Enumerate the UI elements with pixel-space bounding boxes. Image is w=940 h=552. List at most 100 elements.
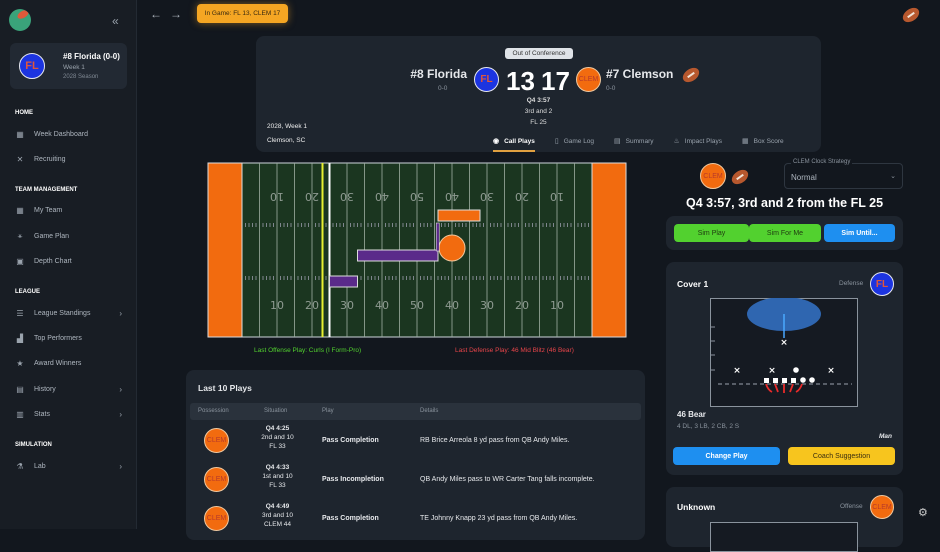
last-plays-card: Last 10 Plays Possession Situation Play …	[186, 370, 645, 540]
team-logo: FL	[19, 53, 45, 79]
away-score: 17	[541, 66, 570, 96]
defense-team-logo: FL	[870, 272, 894, 296]
sidebar-item-label: Week Dashboard	[34, 130, 88, 138]
yard-number-upper: 30	[480, 190, 494, 203]
sim-until-button[interactable]: Sim Until...	[824, 224, 895, 242]
forward-arrow-icon[interactable]: →	[170, 7, 182, 21]
sidebar-item-history[interactable]: ▤ History ›	[15, 382, 127, 396]
tab-icon: ▯	[554, 138, 559, 145]
sim-controls: Sim Play Sim For Me Sim Until...	[666, 216, 903, 250]
tab-label: Game Log	[563, 137, 595, 145]
sidebar-item-game-plan[interactable]: ⚹ Game Plan	[15, 229, 127, 243]
home-logo: FL	[474, 67, 499, 92]
history-icon: ▤	[16, 384, 24, 394]
situation: Q4 4:33 1st and 10 FL 33	[250, 463, 305, 490]
tab-box-score[interactable]: ▦ Box Score	[742, 134, 784, 148]
tab-impact-plays[interactable]: ♨ Impact Plays	[673, 134, 722, 148]
in-game-badge[interactable]: In Game: FL 13, CLEM 17	[197, 4, 288, 23]
play-details: TE Johnny Knapp 23 yd pass from QB Andy …	[420, 515, 578, 522]
season-week: 2028, Week 1	[267, 123, 307, 130]
yard-number: 20	[515, 299, 529, 312]
clock-strategy-label: CLEM Clock Strategy	[791, 159, 853, 165]
possession-logo: CLEM	[204, 428, 229, 453]
table-header: Possession Situation Play Details	[190, 403, 641, 420]
yard-number: 40	[445, 299, 459, 312]
down-distance: 3rd and 2	[524, 108, 553, 115]
back-arrow-icon[interactable]: ←	[150, 7, 162, 21]
collapse-sidebar-icon[interactable]: «	[112, 14, 119, 28]
play-down: 2nd and 10	[261, 434, 294, 441]
offense-play-title: Unknown	[677, 502, 716, 512]
scoreboard: Out of Conference #8 Florida 0-0 FL 13 1…	[256, 36, 821, 152]
sidebar-item-top-performers[interactable]: ▟ Top Performers	[15, 331, 127, 345]
drive-segment	[329, 275, 358, 288]
change-play-button[interactable]: Change Play	[673, 447, 780, 465]
header-details: Details	[420, 408, 439, 414]
play-clock: Q4 4:25	[265, 425, 290, 432]
sidebar-item-my-team[interactable]: ▦ My Team	[15, 204, 127, 218]
coverage-type: Man	[879, 433, 892, 440]
left-endzone	[207, 162, 243, 338]
sidebar: « FL #8 Florida (0-0) Week 1 2028 Season…	[0, 0, 137, 529]
clock-strategy-value: Normal	[791, 173, 817, 182]
sidebar-item-league-standings[interactable]: ☰ League Standings ›	[15, 306, 127, 320]
team-card[interactable]: FL #8 Florida (0-0) Week 1 2028 Season	[10, 43, 127, 89]
podium-icon: ▟	[16, 333, 24, 343]
drive-segment	[357, 249, 439, 262]
yard-number-upper: 10	[270, 190, 284, 203]
away-record: 0-0	[606, 85, 616, 92]
chevron-right-icon: ›	[119, 384, 122, 394]
conference-badge: Out of Conference	[505, 48, 573, 59]
football-field: 10 10 20 20 30 30 40 40 50 50 40 40 30 30 20 20 10 10	[207, 162, 627, 338]
settings-gear-icon[interactable]: ⚙	[918, 507, 928, 519]
possession-football-icon	[680, 64, 702, 86]
football-icon	[729, 166, 751, 188]
play-clock: Q4 4:49	[265, 503, 290, 510]
defense-play-card: Cover 1 Defense FL × × × × 46 Bear 4 DL, 3 …	[666, 262, 903, 475]
table-row[interactable]: CLEM Q4 4:33 1st and 10 FL 33 Pass Incompl…	[190, 461, 641, 500]
sim-play-button[interactable]: Sim Play	[674, 224, 749, 242]
sidebar-item-stats[interactable]: ▥ Stats ›	[15, 408, 127, 422]
yard-number: 10	[550, 299, 564, 312]
play-details: QB Andy Miles pass to WR Carter Tang fal…	[420, 476, 595, 483]
sidebar-item-award-winners[interactable]: ★ Award Winners	[15, 357, 127, 371]
nav-section-title: TEAM MANAGEMENT	[15, 186, 78, 193]
layers-icon: ☰	[16, 308, 24, 318]
table-row[interactable]: CLEM Q4 4:49 3rd and 10 CLEM 44 Pass Compl…	[190, 500, 641, 539]
sidebar-item-label: Top Performers	[34, 334, 82, 342]
yard-number: 50	[410, 299, 424, 312]
offense-team-logo: CLEM	[870, 495, 894, 519]
formation-name: 46 Bear	[677, 410, 706, 419]
table-row[interactable]: CLEM Q4 4:25 2nd and 10 FL 33 Pass Complet…	[190, 422, 641, 461]
header-play: Play	[322, 408, 334, 414]
sidebar-item-label: Game Plan	[34, 232, 70, 240]
tab-call-plays[interactable]: ◉ Call Plays	[493, 134, 535, 152]
tab-game-log[interactable]: ▯ Game Log	[555, 134, 594, 148]
possession-logo: CLEM	[204, 506, 229, 531]
sim-for-me-button[interactable]: Sim For Me	[749, 224, 821, 242]
sidebar-item-recruiting[interactable]: ✕ Recruiting	[15, 152, 127, 166]
tab-icon: ♨	[673, 138, 680, 145]
football-icon[interactable]	[900, 4, 922, 26]
chevron-right-icon: ›	[119, 461, 122, 471]
team-icon: ▦	[16, 206, 24, 216]
sidebar-item-depth-chart[interactable]: ▣ Depth Chart	[15, 255, 127, 269]
tab-summary[interactable]: ▤ Summary	[614, 134, 653, 148]
coach-suggestion-button[interactable]: Coach Suggestion	[788, 447, 895, 465]
away-logo: CLEM	[576, 67, 601, 92]
play-type: Pass Completion	[322, 437, 379, 444]
nav-section-title: LEAGUE	[15, 289, 41, 295]
stats-icon: ▥	[16, 410, 24, 420]
personnel: 4 DL, 3 LB, 2 CB, 2 S	[677, 423, 740, 430]
clock-strategy-select[interactable]: CLEM Clock Strategy Normal ⌄	[784, 159, 903, 189]
sidebar-item-lab[interactable]: ⚗ Lab ›	[15, 459, 127, 473]
possession-logo: CLEM	[700, 163, 726, 189]
sidebar-item-week-dashboard[interactable]: ▦ Week Dashboard	[15, 127, 127, 141]
nav-section-title: SIMULATION	[15, 442, 52, 448]
ball-carrier-logo	[438, 234, 466, 262]
sidebar-item-label: Depth Chart	[34, 258, 72, 266]
svg-text:×: ×	[780, 338, 788, 348]
app-logo[interactable]	[9, 9, 31, 31]
play-type: Pass Incompletion	[322, 476, 384, 483]
offense-role: Offense	[840, 503, 863, 510]
